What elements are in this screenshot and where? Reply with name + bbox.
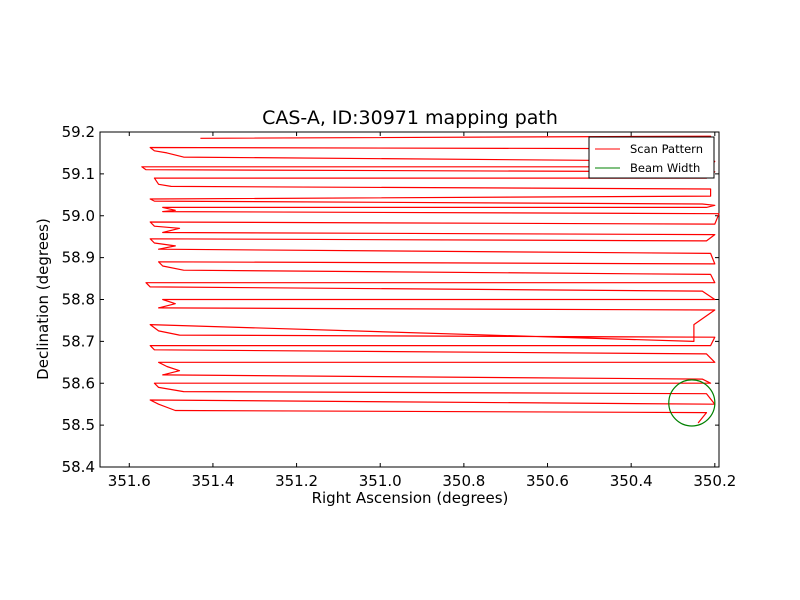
- legend: Scan Pattern Beam Width: [588, 136, 715, 179]
- series-layer: [141, 135, 720, 427]
- y-tick-labels: 58.4 58.5 58.6 58.7 58.8 58.9 59.0 59.1 59.2: [62, 123, 95, 476]
- x-tick-label: 351.6: [108, 472, 151, 490]
- x-tick-label: 351.2: [275, 472, 318, 490]
- x-axis-label: Right Ascension (degrees): [312, 489, 509, 507]
- y-tick-label: 58.9: [62, 249, 95, 267]
- x-tick-label: 350.6: [526, 472, 569, 490]
- y-tick-label: 59.2: [62, 123, 95, 141]
- y-tick-label: 58.4: [62, 458, 95, 476]
- y-tick-label: 59.0: [62, 207, 95, 225]
- beam-width-circle: [668, 379, 716, 427]
- y-tick-label: 58.8: [62, 291, 95, 309]
- y-tick-label: 58.5: [62, 416, 95, 434]
- x-tick-label: 350.2: [693, 472, 736, 490]
- axis-ticks: [100, 131, 719, 468]
- y-tick-label: 58.6: [62, 374, 95, 392]
- y-tick-label: 58.7: [62, 332, 95, 350]
- legend-label-beam-width: Beam Width: [630, 161, 700, 175]
- plot-area: [99, 131, 720, 468]
- legend-label-scan-pattern: Scan Pattern: [630, 142, 703, 156]
- y-axis-label: Declination (degrees): [34, 218, 52, 380]
- x-tick-labels: 351.6 351.4 351.2 351.0 350.8 350.6 350.4 350.2: [108, 472, 736, 490]
- legend-box: [588, 136, 715, 179]
- x-tick-label: 351.0: [359, 472, 402, 490]
- x-tick-label: 350.4: [610, 472, 653, 490]
- scan-pattern-line: [141, 135, 720, 424]
- chart-title: CAS-A, ID:30971 mapping path: [262, 107, 558, 129]
- x-tick-label: 350.8: [442, 472, 485, 490]
- y-tick-label: 59.1: [62, 165, 95, 183]
- x-tick-label: 351.4: [191, 472, 234, 490]
